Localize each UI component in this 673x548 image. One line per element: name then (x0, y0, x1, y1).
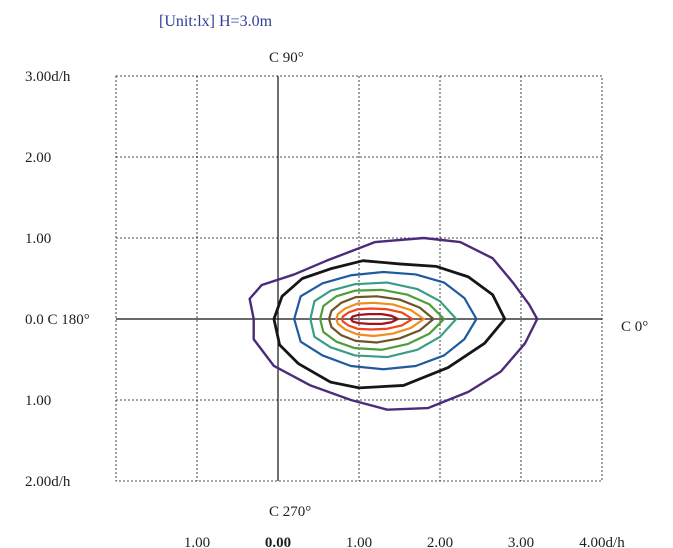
annotation-top: C 90° (269, 50, 304, 66)
contour-line-5 (319, 288, 446, 351)
x-tick-labels: 1.00 0.00 1.00 2.00 3.00 4.00d/h (184, 535, 625, 548)
y-tick-labels: 3.00d/h 2.00 1.00 0.0 C 180° 1.00 2.00d/h (25, 69, 90, 490)
contour-lines (248, 236, 539, 411)
x-tick-label: 4.00d/h (579, 535, 625, 548)
y-tick-label: 2.00 (25, 150, 51, 166)
x-tick-label: 2.00 (427, 535, 453, 548)
x-tick-label: 1.00 (346, 535, 372, 548)
x-tick-label: 1.00 (184, 535, 210, 548)
contour-line-8 (340, 307, 414, 331)
contour-line-2 (272, 259, 507, 390)
y-tick-label: 3.00d/h (25, 69, 71, 85)
annotation-right: C 0° (621, 319, 648, 335)
contour-line-3 (293, 270, 478, 371)
contour-line-7 (335, 301, 425, 338)
x-tick-label: 0.00 (265, 535, 291, 548)
unit-label: [Unit:lx] H=3.0m (159, 13, 273, 30)
grid (115, 75, 603, 482)
annotation-bottom: C 270° (269, 504, 311, 520)
x-tick-label: 3.00 (508, 535, 534, 548)
y-tick-label: 1.00 (25, 393, 51, 409)
contour-line-1 (248, 236, 539, 411)
y-tick-label: 1.00 (25, 231, 51, 247)
y-tick-label: 0.0 C 180° (25, 312, 90, 328)
contour-line-9 (349, 313, 399, 325)
y-tick-label: 2.00d/h (25, 474, 71, 490)
contour-line-6 (327, 295, 435, 344)
contour-line-4 (309, 281, 458, 359)
